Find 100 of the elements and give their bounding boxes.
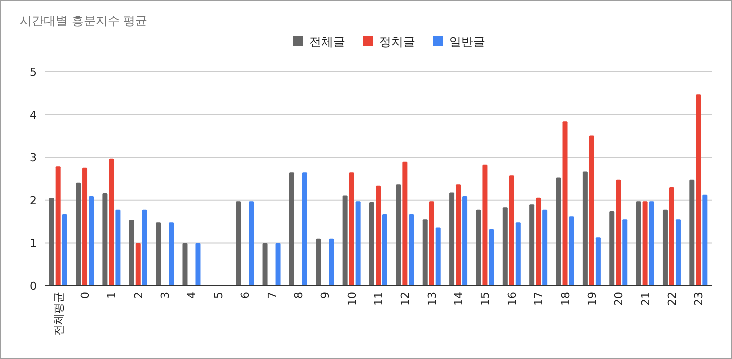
- bar: [616, 180, 622, 286]
- bar: [462, 196, 468, 286]
- bar: [56, 166, 61, 286]
- bar: [276, 243, 281, 286]
- x-tick-label: 15: [479, 292, 492, 306]
- legend-label: 정치글: [380, 35, 416, 49]
- bar: [610, 212, 615, 286]
- x-tick-label: 2: [132, 292, 146, 299]
- bar: [509, 176, 514, 286]
- x-tick-label: 11: [372, 292, 386, 306]
- bar: [49, 198, 54, 286]
- bar: [376, 186, 381, 286]
- bar: [370, 202, 374, 286]
- legend-label: 일반글: [450, 35, 486, 49]
- bar: [156, 222, 162, 286]
- x-tick-label: 9: [319, 292, 332, 299]
- x-tick-label: 6: [239, 292, 252, 299]
- bar: [642, 202, 648, 286]
- bar: [382, 214, 388, 286]
- bar: [409, 214, 414, 286]
- bar: [429, 202, 434, 286]
- x-tick-label: 14: [452, 292, 466, 306]
- bar: [329, 238, 334, 286]
- x-tick-label: 3: [159, 292, 172, 299]
- bar: [489, 230, 494, 286]
- bar: [396, 184, 402, 286]
- bar: [450, 192, 455, 286]
- x-tick-label: 16: [506, 292, 519, 306]
- bar: [622, 220, 628, 286]
- bar: [582, 172, 588, 286]
- x-tick-label: 4: [186, 292, 199, 299]
- bar: [436, 228, 441, 286]
- bar: [109, 158, 114, 286]
- bar: [696, 94, 702, 286]
- x-tick-label: 5: [212, 292, 226, 299]
- bar: [169, 222, 174, 286]
- x-tick-label: 13: [426, 292, 439, 306]
- bar: [289, 172, 294, 286]
- bar: [662, 210, 668, 286]
- bar: [82, 168, 88, 286]
- bar: [402, 162, 408, 286]
- bar: [702, 194, 708, 286]
- bar: [476, 210, 482, 286]
- bar: [89, 196, 94, 286]
- bar: [516, 222, 521, 286]
- x-tick-label: 8: [292, 292, 306, 299]
- bar: [102, 194, 108, 286]
- bar: [182, 243, 188, 286]
- y-tick-label: 2: [30, 194, 37, 208]
- y-tick-label: 5: [30, 66, 37, 79]
- x-tick-label: 21: [639, 292, 652, 306]
- y-tick-label: 1: [30, 237, 37, 250]
- bar: [482, 164, 488, 286]
- x-tick-label: 12: [399, 292, 412, 306]
- chart-title: 시간대별 흥분지수 평균: [20, 14, 148, 28]
- x-tick-label: 전체평균: [52, 292, 66, 336]
- x-tick-label: 10: [346, 292, 359, 306]
- bar: [562, 122, 568, 286]
- legend-label: 전체글: [310, 35, 346, 49]
- y-tick-label: 3: [30, 152, 37, 165]
- bar: [569, 216, 574, 286]
- x-tick-label: 1: [106, 292, 119, 299]
- bar: [342, 196, 348, 286]
- bar: [456, 184, 462, 286]
- x-tick-label: 23: [692, 292, 706, 306]
- bar: [669, 188, 674, 286]
- bar: [76, 182, 82, 286]
- bar: [690, 180, 695, 286]
- bar: [636, 202, 642, 286]
- bar: [589, 136, 594, 286]
- bar: [262, 243, 268, 286]
- bar: [142, 210, 148, 286]
- bar: [530, 204, 535, 286]
- bar: [542, 210, 548, 286]
- bar: [302, 172, 308, 286]
- bar: [536, 198, 542, 286]
- x-tick-label: 20: [612, 292, 626, 306]
- bar: [62, 214, 68, 286]
- bar: [502, 208, 508, 286]
- bar: [236, 202, 242, 286]
- bar: [596, 238, 601, 286]
- bar: [116, 210, 121, 286]
- x-tick-label: 19: [586, 292, 599, 306]
- x-tick-label: 17: [532, 292, 546, 306]
- x-tick-label: 18: [559, 292, 572, 306]
- bar: [196, 243, 201, 286]
- bar: [356, 202, 361, 286]
- bar: [676, 220, 681, 286]
- bar: [316, 238, 322, 286]
- x-tick-label: 0: [79, 292, 92, 299]
- bar: [422, 220, 428, 286]
- bar: [136, 243, 141, 286]
- bar: [249, 202, 254, 286]
- bar: [649, 202, 654, 286]
- bar: [556, 178, 562, 286]
- x-tick-label: 7: [266, 292, 279, 299]
- bar: [129, 220, 134, 286]
- y-tick-label: 4: [30, 108, 37, 122]
- bar: [349, 172, 354, 286]
- x-tick-label: 22: [666, 292, 679, 306]
